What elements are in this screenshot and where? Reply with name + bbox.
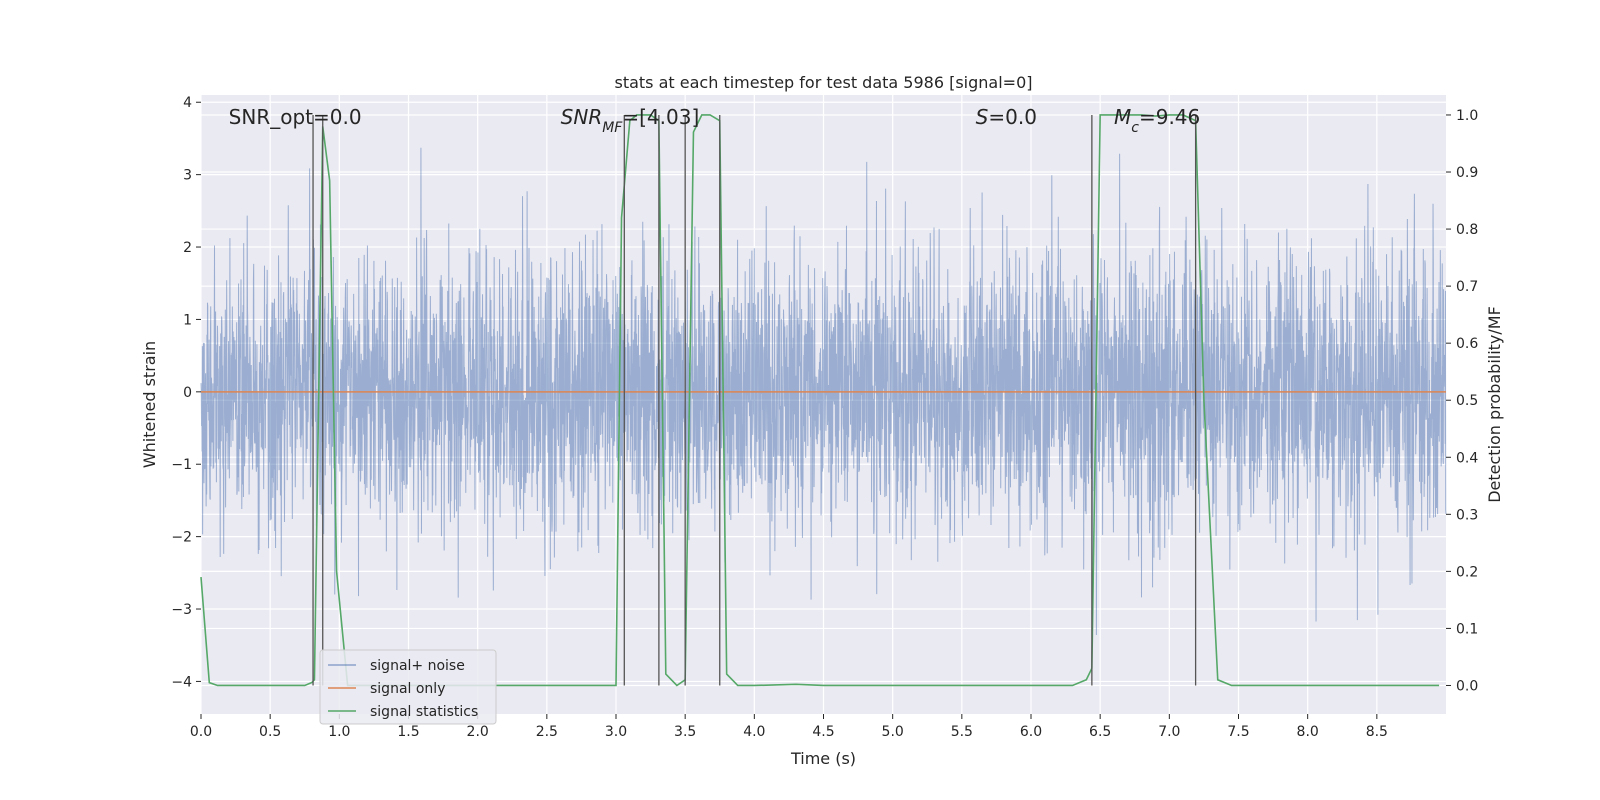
x-tick-label-2: 1.0 — [328, 724, 350, 740]
x-tick-label-7: 3.5 — [674, 724, 696, 740]
x-tick-label-14: 7.0 — [1158, 724, 1180, 740]
y-tick-label-3: −1 — [171, 457, 192, 473]
legend: signal+ noise signal only signal statistic… — [319, 649, 497, 725]
annotation-1: SNRMF=[4.03] — [561, 105, 700, 136]
y-tick-label-6: 2 — [183, 240, 192, 256]
annotation-2: S=0.0 — [976, 105, 1037, 129]
signal-noise-line — [200, 147, 1447, 636]
x-tick-label-3: 1.5 — [397, 724, 419, 740]
y-tick-label-4: 0 — [183, 385, 192, 401]
x-tick-label-4: 2.0 — [467, 724, 489, 740]
legend-box — [319, 649, 497, 725]
x-tick-label-1: 0.5 — [259, 724, 281, 740]
signal-statistics-line — [200, 114, 1440, 687]
x-tick-label-0: 0.0 — [190, 724, 212, 740]
y-tick-label-0: −4 — [171, 674, 192, 690]
x-tick-label-6: 3.0 — [605, 724, 627, 740]
x-axis-ticks: 0.0 0.5 1.0 1.5 2.0 2.5 3.0 3.5 4.0 4.5 5.0 5.5 6.0 6… — [190, 714, 1388, 740]
x-tick-label-11: 5.5 — [951, 724, 973, 740]
signal-noise-series — [200, 147, 1447, 636]
x-tick-label-9: 4.5 — [812, 724, 834, 740]
y2-axis-label: Detection probability/MF — [1485, 306, 1504, 503]
y2-tick-label-6: 0.6 — [1456, 336, 1478, 352]
y2-tick-label-3: 0.3 — [1456, 507, 1478, 523]
x-axis-label: Time (s) — [790, 749, 856, 768]
annotation-0: SNR_opt=0.0 — [229, 105, 362, 129]
y2-axis-ticks: 0.0 0.1 0.2 0.3 0.4 0.5 0.6 0.7 0.8 0.9 1.0 — [1446, 108, 1478, 694]
x-tick-label-13: 6.5 — [1089, 724, 1111, 740]
y2-tick-label-5: 0.5 — [1456, 393, 1478, 409]
legend-label-2: signal statistics — [370, 704, 478, 720]
legend-label-0: signal+ noise — [370, 658, 465, 674]
legend-label-1: signal only — [370, 681, 445, 697]
chart-title: stats at each timestep for test data 598… — [614, 73, 1032, 92]
x-tick-label-10: 5.0 — [882, 724, 904, 740]
x-tick-label-5: 2.5 — [536, 724, 558, 740]
y-tick-label-5: 1 — [183, 312, 192, 328]
y2-tick-label-0: 0.0 — [1456, 678, 1478, 694]
y2-tick-label-7: 0.7 — [1456, 279, 1478, 295]
y-tick-label-7: 3 — [183, 168, 192, 184]
y2-tick-label-10: 1.0 — [1456, 108, 1478, 124]
x-tick-label-15: 7.5 — [1227, 724, 1249, 740]
y2-tick-label-4: 0.4 — [1456, 450, 1478, 466]
y2-tick-label-9: 0.9 — [1456, 165, 1478, 181]
y-tick-label-8: 4 — [183, 95, 192, 111]
y2-tick-label-1: 0.1 — [1456, 621, 1478, 637]
x-tick-label-12: 6.0 — [1020, 724, 1042, 740]
y-axis-ticks: −4 −3 −2 −1 0 1 2 3 4 — [171, 95, 201, 690]
y-tick-label-1: −3 — [171, 602, 192, 618]
trigger-vlines — [312, 114, 1197, 686]
y-tick-label-2: −2 — [171, 530, 192, 546]
signal-statistics-series — [200, 114, 1440, 687]
y2-tick-label-8: 0.8 — [1456, 222, 1478, 238]
y-axis-label: Whitened strain — [140, 341, 159, 468]
x-tick-label-16: 8.0 — [1297, 724, 1319, 740]
y2-tick-label-2: 0.2 — [1456, 564, 1478, 580]
annotation-3: Mc=9.46 — [1114, 105, 1200, 136]
x-tick-label-8: 4.0 — [743, 724, 765, 740]
x-tick-label-17: 8.5 — [1366, 724, 1388, 740]
annotations: SNR_opt=0.0 SNRMF=[4.03] S=0.0 Mc=9.46 — [229, 105, 1201, 136]
